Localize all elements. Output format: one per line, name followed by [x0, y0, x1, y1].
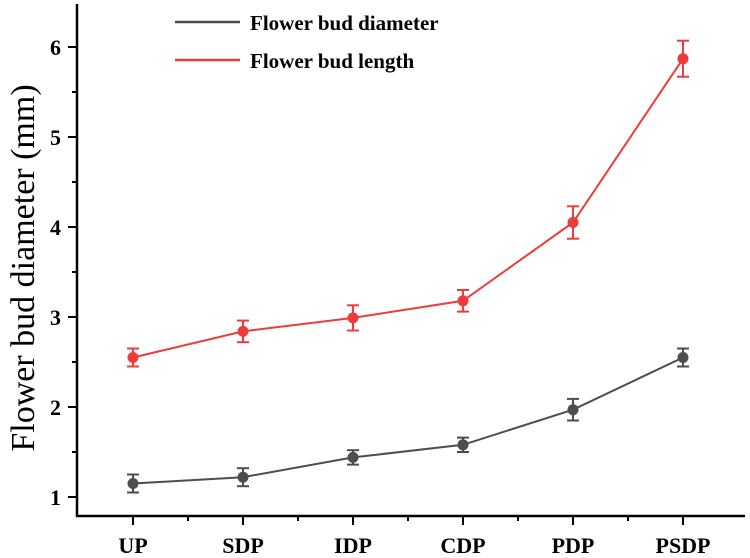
- series-line: [132, 356, 684, 485]
- data-point: [347, 312, 359, 324]
- axes: 1 2 3 4 5 6 UP SDP IDP CDP PDP PSDP: [50, 4, 745, 558]
- data-point: [457, 439, 469, 451]
- series-line: [132, 58, 684, 359]
- y-tick-label: 6: [50, 35, 61, 60]
- y-tick-label: 3: [50, 305, 61, 330]
- data-point: [237, 471, 249, 483]
- data-point: [677, 352, 689, 363]
- series-group: [127, 39, 689, 494]
- data-point: [347, 451, 359, 463]
- data-point: [127, 352, 139, 363]
- x-tick-label: PSDP: [656, 533, 711, 558]
- y-tick-label: 5: [50, 125, 61, 150]
- x-tick-label: CDP: [440, 533, 485, 558]
- x-tick-label: UP: [118, 533, 147, 558]
- x-tick-label: IDP: [334, 533, 372, 558]
- series-0: [127, 347, 689, 494]
- data-point: [127, 478, 139, 489]
- y-axis-label: Flower bud diameter (mm): [5, 84, 42, 451]
- data-point: [567, 217, 579, 228]
- y-tick-label: 4: [50, 215, 61, 240]
- data-point: [567, 404, 579, 416]
- series-1: [127, 39, 689, 368]
- y-tick-label: 2: [50, 395, 61, 420]
- legend-label-diameter: Flower bud diameter: [250, 11, 439, 35]
- data-point: [237, 325, 249, 337]
- y-tick-label: 1: [50, 485, 61, 510]
- x-tick-label: PDP: [552, 533, 595, 558]
- legend-label-length: Flower bud length: [250, 49, 414, 73]
- data-point: [457, 295, 469, 307]
- data-point: [677, 53, 689, 65]
- legend: Flower bud diameter Flower bud length: [175, 11, 439, 73]
- x-tick-label: SDP: [222, 533, 264, 558]
